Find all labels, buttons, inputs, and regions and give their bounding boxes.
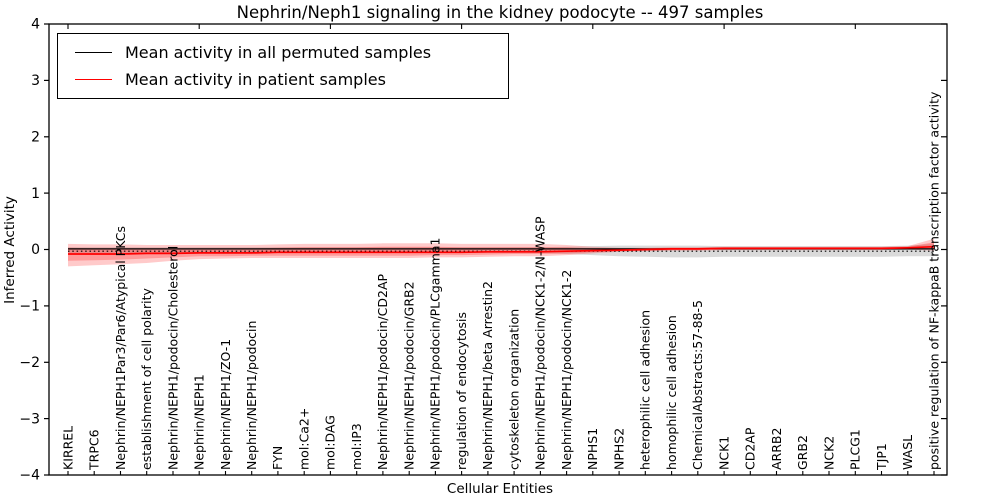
x-tick-label: homophilic cell adhesion [664,315,679,470]
legend: Mean activity in all permuted samples Me… [57,33,509,99]
y-tick-label: 1 [31,186,40,202]
band-permuted-samples-range [68,243,934,258]
x-tick-label: FYN [270,446,285,470]
y-axis-title: Inferred Activity [2,196,18,304]
y-tick-label: 4 [31,17,40,33]
x-tick-label: Nephrin/NEPH1Par3/Par6/Atypical PKCs [113,226,128,470]
chart-title: Nephrin/Neph1 signaling in the kidney po… [236,3,764,22]
x-tick-label: Nephrin/NEPH1/podocin/NCK1-2 [559,270,574,470]
x-tick-label: Nephrin/NEPH1/podocin/GRB2 [402,281,417,470]
x-tick-label: ARRB2 [769,428,784,470]
legend-line-patient-icon [75,79,112,80]
x-tick-label: positive regulation of NF-kappaB transcr… [926,91,941,470]
x-tick-label: TRPC6 [87,429,102,471]
x-tick-label: NCK2 [821,436,836,470]
x-tick-label: KIRREL [60,426,75,470]
x-tick-label: WASL [900,435,915,470]
x-axis-title: Cellular Entities [446,481,554,497]
x-tick-label: Nephrin/NEPH1 [192,374,207,470]
x-tick-label: ChemicalAbstracts:57-88-5 [690,300,705,470]
y-tick-label: 3 [31,73,40,89]
legend-label-patient: Mean activity in patient samples [125,70,386,89]
x-tick-label: PLCG1 [848,429,863,470]
x-tick-label: Nephrin/NEPH1/podocin [244,321,259,470]
x-tick-label: regulation of endocytosis [454,312,469,470]
y-tick-label: −1 [19,299,40,315]
x-tick-label: GRB2 [795,435,810,470]
y-tick-label: −2 [19,355,40,371]
x-tick-label: CD2AP [743,427,758,470]
x-tick-label: mol:Ca2+ [297,408,312,470]
x-tick-label: mol:DAG [323,415,338,470]
legend-line-permuted-icon [75,52,112,53]
x-tick-label: Nephrin/NEPH1/podocin/PLCgamma1 [428,238,443,470]
series-line-patient [68,245,935,255]
x-tick-label: TJP1 [874,443,889,471]
x-tick-label: Nephrin/NEPH1/podocin/CD2AP [375,274,390,470]
x-tick-label: Nephrin/NEPH1/podocin/NCK1-2/N-WASP [533,216,548,470]
x-tick-label: cytoskeleton organization [506,309,521,470]
y-tick-label: −4 [19,468,40,484]
legend-item-permuted: Mean activity in all permuted samples [75,43,508,62]
x-tick-label: heterophilic cell adhesion [638,310,653,470]
x-tick-label: mol:IP3 [349,423,364,470]
x-tick-label: Nephrin/NEPH1/beta Arrestin2 [480,281,495,470]
x-tick-label: Nephrin/NEPH1/podocin/Cholesterol [165,246,180,470]
y-tick-label: 0 [31,242,40,258]
y-tick-label: 2 [31,130,40,146]
legend-label-permuted: Mean activity in all permuted samples [125,43,432,62]
x-tick-label: NPHS2 [611,428,626,470]
x-tick-label: establishment of cell polarity [139,288,154,470]
legend-item-patient: Mean activity in patient samples [75,70,508,89]
x-tick-label: NPHS1 [585,428,600,470]
y-tick-label: −3 [19,411,40,427]
x-tick-label: NCK1 [716,436,731,470]
x-tick-label: Nephrin/NEPH1/ZO-1 [218,339,233,470]
